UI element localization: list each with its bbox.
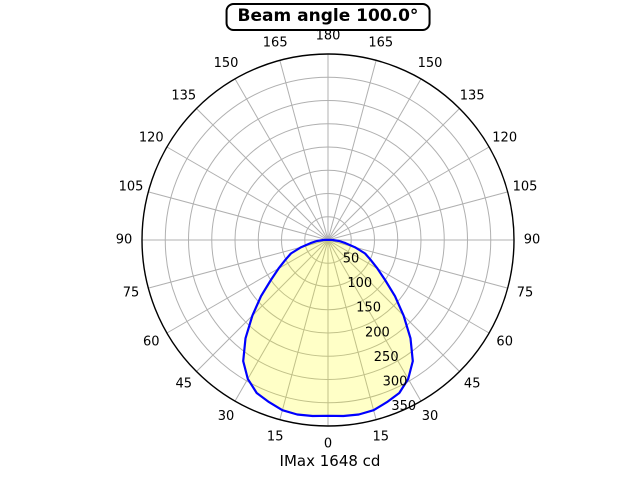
angle-tick-label: 165 — [263, 36, 288, 51]
angle-tick-label: 105 — [513, 180, 538, 195]
r-tick-label: 200 — [365, 325, 390, 340]
intensity-curve — [242, 238, 414, 418]
polar-grid-spoke — [279, 60, 329, 241]
r-tick-label: 50 — [343, 252, 360, 267]
angle-tick-label: 165 — [368, 36, 393, 51]
r-tick-label: 250 — [374, 350, 399, 365]
polar-grid-spoke — [327, 239, 460, 372]
angle-tick-label: 60 — [496, 335, 513, 350]
angle-tick-label: 135 — [460, 88, 485, 103]
polar-grid-spoke — [166, 146, 329, 241]
polar-outer-circle — [141, 53, 515, 427]
angle-tick-label: 15 — [267, 430, 284, 445]
r-tick-label: 150 — [356, 301, 381, 316]
polar-grid-spoke — [327, 191, 508, 241]
polar-grid-spoke — [327, 146, 490, 241]
polar-grid-spoke — [327, 78, 422, 241]
angle-tick-label: 180 — [316, 29, 341, 44]
angle-tick-label: 150 — [418, 56, 443, 71]
angle-tick-label: 75 — [517, 285, 534, 300]
angle-tick-label: 75 — [123, 285, 140, 300]
polar-grid-spoke — [327, 108, 460, 241]
polar-grid-spoke — [196, 239, 329, 372]
angle-tick-label: 90 — [524, 233, 541, 248]
polar-grid-spoke — [327, 239, 490, 334]
r-tick-label: 350 — [391, 399, 416, 414]
angle-tick-label: 45 — [176, 377, 193, 392]
angle-tick-label: 30 — [218, 409, 235, 424]
angle-tick-label: 120 — [492, 131, 517, 146]
angle-tick-label: 60 — [143, 335, 160, 350]
angle-tick-label: 150 — [214, 56, 239, 71]
angle-tick-label: 120 — [139, 131, 164, 146]
angle-tick-label: 105 — [119, 180, 144, 195]
polar-grid-spoke — [327, 239, 377, 420]
polar-grid-spoke — [279, 239, 329, 420]
polar-grid-spoke — [327, 239, 422, 402]
angle-tick-label: 90 — [116, 233, 133, 248]
polar-grid-spoke — [234, 78, 329, 241]
r-tick-label: 100 — [347, 276, 372, 291]
polar-grid-spoke — [234, 239, 329, 402]
angle-tick-label: 0 — [324, 437, 332, 452]
imax-label: IMax 1648 cd — [279, 452, 381, 470]
angle-tick-label: 15 — [373, 430, 390, 445]
angle-tick-label: 135 — [171, 88, 196, 103]
angle-tick-label: 30 — [422, 409, 439, 424]
polar-grid-spoke — [166, 239, 329, 334]
polar-grid-spoke — [196, 108, 329, 241]
r-tick-label: 300 — [383, 375, 408, 390]
polar-grid-spoke — [148, 191, 329, 241]
chart-title: Beam angle 100.0° — [237, 6, 419, 26]
angle-tick-label: 45 — [464, 377, 481, 392]
chart-title-box: Beam angle 100.0° — [225, 3, 431, 31]
polar-grid-spoke — [327, 60, 377, 241]
